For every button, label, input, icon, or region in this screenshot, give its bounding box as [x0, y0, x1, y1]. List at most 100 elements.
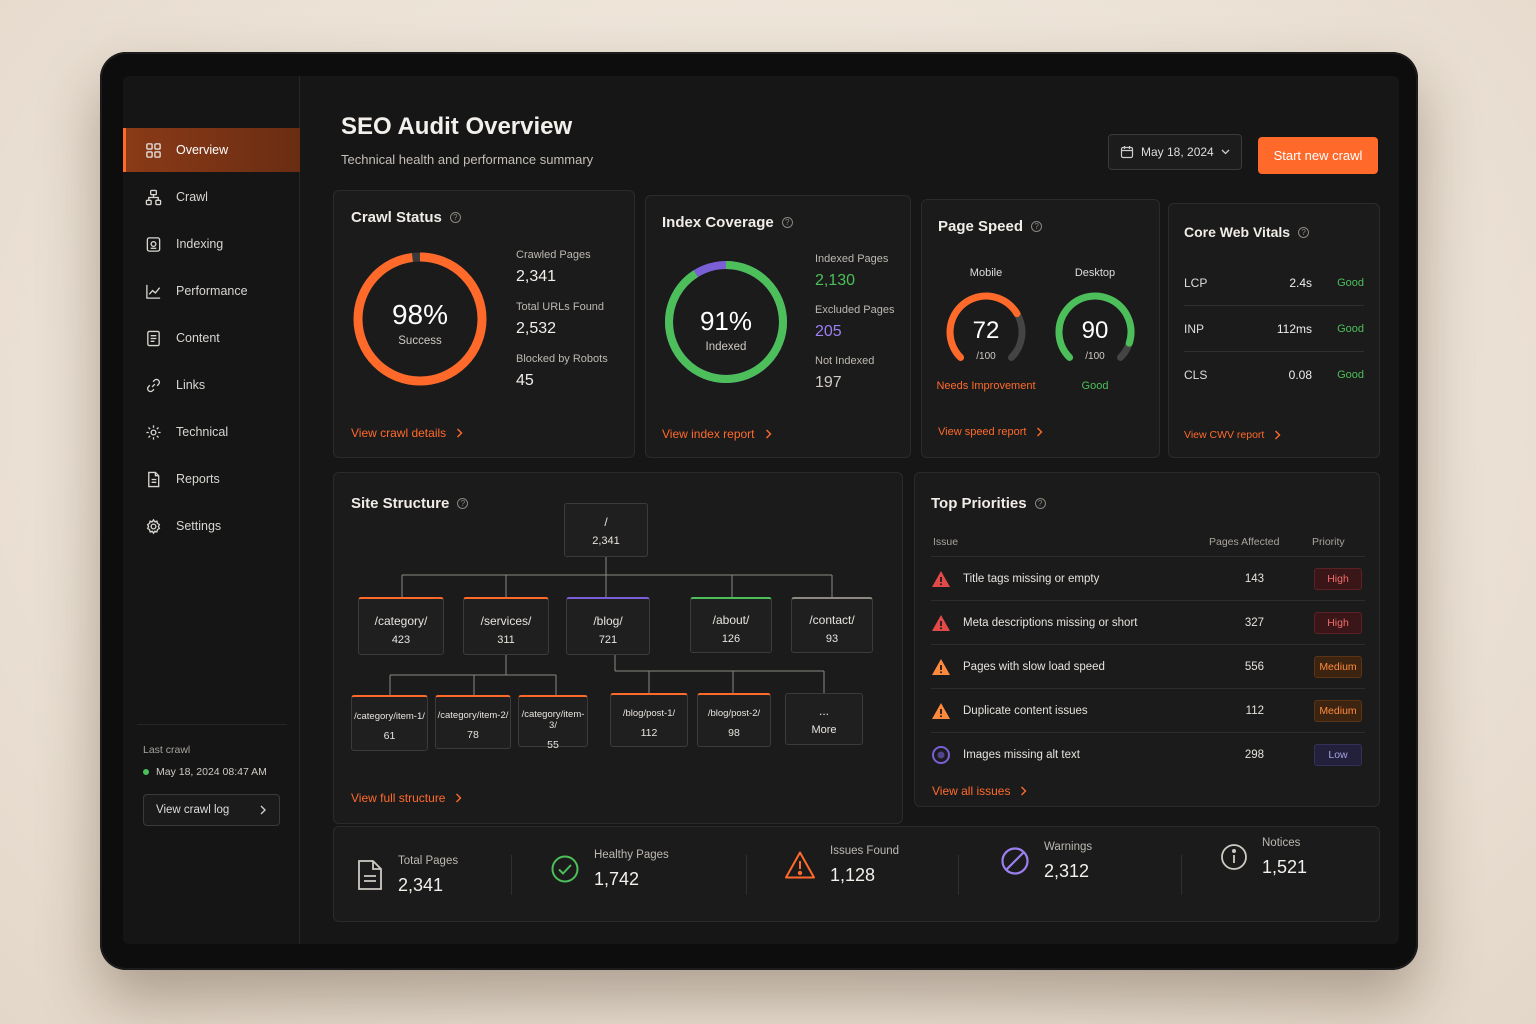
tree-node-category[interactable]: /category/ 423 [358, 597, 444, 655]
ring-progress [353, 252, 487, 386]
blocked-robots-value: 45 [516, 372, 534, 389]
tree-node-category-item-2[interactable]: /category/item-2/ 78 [435, 695, 511, 749]
summary-divider [746, 855, 747, 895]
page-subtitle: Technical health and performance summary [341, 152, 594, 167]
sidebar-item-reports[interactable]: Reports [123, 457, 300, 501]
chart-line-icon [146, 284, 161, 299]
priority-badge: Low [1314, 743, 1362, 766]
node-count: 126 [721, 633, 741, 645]
tree-node-services[interactable]: /services/ 311 [463, 597, 549, 655]
index-percent: 91% [699, 306, 753, 336]
view-speed-report-link[interactable]: View speed report [938, 426, 1043, 438]
help-icon[interactable]: ? [457, 498, 469, 509]
pages-affected: 556 [1244, 660, 1264, 673]
node-path: /blog/post-2/ [707, 708, 761, 719]
summary-bar: Total Pages 2,341 Healthy Pages 1,742 Issu… [333, 826, 1380, 922]
crawl-status-title: Crawl Status ? [351, 209, 461, 226]
node-count: More [811, 724, 837, 736]
sidebar-item-crawl[interactable]: Crawl [123, 175, 300, 219]
sidebar-item-content[interactable]: Content [123, 316, 300, 360]
priority-row[interactable]: Images missing alt text 298 Low [931, 732, 1365, 776]
not-indexed-label: Not Indexed [815, 355, 875, 367]
sidebar-item-label: Settings [176, 519, 222, 533]
ring-progress [665, 261, 787, 383]
help-icon[interactable]: ? [1034, 498, 1046, 509]
summary-value: 2,341 [398, 874, 444, 895]
chevron-down-icon [1221, 149, 1230, 155]
tree-node-blog-post-1[interactable]: /blog/post-1/ 112 [610, 693, 688, 747]
site-structure-card: Site Structure ? / 2,341 /category/ 423 … [333, 472, 903, 824]
tree-node-blog-post-2[interactable]: /blog/post-2/ 98 [697, 693, 771, 747]
sidebar-item-overview[interactable]: Overview [123, 128, 300, 172]
image-circle-icon [932, 745, 950, 764]
col-pages-affected: Pages Affected [1209, 536, 1280, 548]
view-crawl-log-button[interactable]: View crawl log [143, 794, 280, 826]
node-count: 311 [497, 634, 515, 646]
view-index-report-link[interactable]: View index report [662, 427, 772, 441]
sidebar-item-technical[interactable]: Technical [123, 410, 300, 454]
settings-icon [146, 518, 161, 534]
view-all-issues-link[interactable]: View all issues [932, 784, 1027, 798]
node-count: 423 [391, 634, 411, 646]
view-cwv-report-link[interactable]: View CWV report [1184, 429, 1281, 441]
tree-node-category-item-3[interactable]: /category/item-3/ 55 [518, 695, 588, 751]
sidebar-item-settings[interactable]: Settings [123, 504, 300, 548]
node-path: /category/item-2/ [437, 710, 509, 721]
chevron-right-icon [1037, 427, 1043, 437]
priority-row[interactable]: Pages with slow load speed 556 Medium [931, 644, 1365, 688]
tree-node-root[interactable]: / 2,341 [564, 503, 648, 557]
mobile-gauge [946, 292, 1026, 361]
chevron-right-icon [1275, 430, 1281, 440]
gear-icon [146, 424, 161, 440]
sidebar-item-label: Overview [176, 143, 229, 157]
desktop-score: 90 [1081, 317, 1109, 344]
app-screen: Overview Crawl Indexing Performance Cont… [123, 76, 1399, 944]
summary-divider [958, 855, 959, 895]
help-icon[interactable]: ? [1031, 221, 1043, 232]
chevron-right-icon [1021, 786, 1027, 796]
date-picker-value: May 18, 2024 [1141, 145, 1214, 159]
view-cwv-report-label: View CWV report [1184, 429, 1265, 441]
tree-node-category-item-1[interactable]: /category/item-1/ 61 [351, 695, 428, 751]
view-full-structure-link[interactable]: View full structure [351, 791, 462, 805]
page-title: SEO Audit Overview [341, 113, 573, 140]
site-structure-title: Site Structure ? [351, 495, 469, 512]
last-crawl-date: May 18, 2024 08:47 AM [143, 766, 267, 778]
start-new-crawl-button[interactable]: Start new crawl [1258, 137, 1378, 174]
view-speed-report-label: View speed report [938, 426, 1027, 438]
priority-badge: Medium [1314, 699, 1362, 722]
priority-row[interactable]: Meta descriptions missing or short 327 H… [931, 600, 1365, 644]
tree-node-blog[interactable]: /blog/ 721 [566, 597, 650, 655]
node-path: /blog/ [593, 614, 623, 628]
cwv-value: 2.4s [1289, 275, 1312, 290]
priority-row[interactable]: Title tags missing or empty 143 High [931, 556, 1365, 600]
help-icon[interactable]: ? [1298, 226, 1310, 238]
help-icon[interactable]: ? [449, 212, 461, 223]
priority-row[interactable]: Duplicate content issues 112 Medium [931, 688, 1365, 732]
view-crawl-details-link[interactable]: View crawl details [351, 426, 463, 440]
tree-node-contact[interactable]: /contact/ 93 [791, 597, 873, 653]
col-issue: Issue [933, 536, 959, 548]
sidebar-item-label: Links [176, 378, 206, 392]
info-icon [1221, 844, 1247, 870]
sidebar: Overview Crawl Indexing Performance Cont… [123, 76, 300, 944]
view-all-issues-label: View all issues [932, 784, 1011, 798]
chevron-right-icon [456, 793, 462, 803]
summary-warnings: Warnings 2,312 [1000, 813, 1092, 909]
sidebar-item-links[interactable]: Links [123, 363, 300, 407]
sidebar-item-performance[interactable]: Performance [123, 269, 300, 313]
index-icon [146, 236, 161, 252]
help-icon[interactable]: ? [781, 217, 793, 228]
gauge-progress [946, 292, 1021, 361]
summary-label: Notices [1262, 836, 1301, 849]
summary-divider [511, 855, 512, 895]
index-ring-center: 91% Indexed [662, 306, 790, 353]
date-picker[interactable]: May 18, 2024 [1108, 134, 1242, 170]
sidebar-item-label: Performance [176, 284, 248, 298]
gauge-progress [1055, 292, 1135, 361]
tree-node-more[interactable]: ... More [785, 693, 863, 745]
sidebar-item-indexing[interactable]: Indexing [123, 222, 300, 266]
site-structure-title-text: Site Structure [351, 495, 450, 512]
tree-node-about[interactable]: /about/ 126 [690, 597, 772, 653]
desktop-status: Good [1081, 380, 1109, 392]
